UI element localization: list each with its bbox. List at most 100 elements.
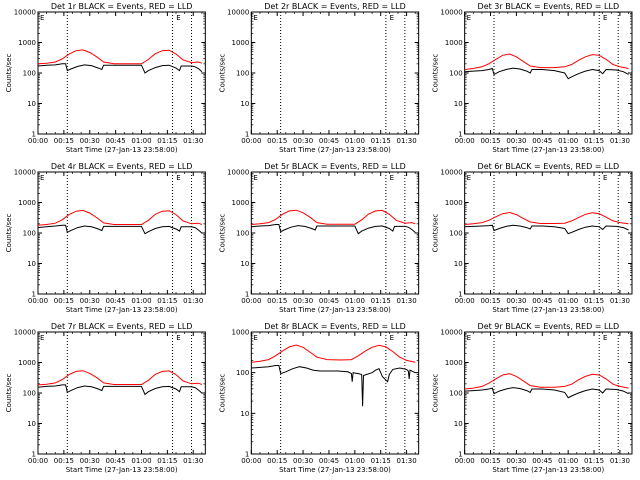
top-label: E: [40, 14, 44, 22]
x-tick-label: 01:15: [157, 297, 177, 305]
series-lld-line: [37, 49, 203, 65]
top-label: E: [176, 334, 180, 342]
y-tick-label: 1: [458, 131, 462, 139]
x-tick-label: 00:00: [455, 457, 475, 465]
y-tick-label: 1000: [18, 39, 36, 47]
x-tick-label: 01:30: [183, 137, 203, 145]
x-tick-label: 00:45: [532, 457, 552, 465]
x-tick-label: 00:00: [28, 137, 48, 145]
x-tick-label: 01:00: [131, 297, 151, 305]
x-tick-label: 00:30: [506, 457, 526, 465]
y-tick-label: 100: [23, 230, 36, 238]
x-tick-label: 01:30: [610, 297, 630, 305]
top-label: E: [467, 14, 471, 22]
x-tick-label: 01:15: [371, 137, 391, 145]
x-axis-label: Start Time (27-Jan-13 23:58:00): [279, 466, 391, 474]
series-lld-line: [37, 209, 203, 226]
y-tick-label: 10000: [440, 169, 462, 177]
chart-panel-8: Det 8r BLACK = Events, RED = LLD 1 10 100 10…: [218, 322, 420, 474]
x-tick-label: 00:15: [480, 297, 500, 305]
top-label: E: [253, 174, 257, 182]
x-tick-label: 01:30: [610, 457, 630, 465]
x-tick-label: 00:15: [267, 297, 287, 305]
y-tick-label: 100: [449, 70, 462, 78]
y-tick-label: 10: [240, 100, 249, 108]
chart-panel-1: Det 1r BLACK = Events, RED = LLD 1 10 100 10…: [5, 2, 206, 154]
x-tick-label: 00:30: [506, 137, 526, 145]
top-label: E: [390, 334, 394, 342]
y-tick-label: 1000: [232, 329, 250, 337]
x-tick-label: 00:15: [480, 137, 500, 145]
y-axis-label: Counts/sec: [5, 374, 13, 413]
y-tick-label: 10: [27, 100, 36, 108]
chart-panel-9: Det 9r BLACK = Events, RED = LLD 1 10 100 10…: [432, 322, 633, 474]
chart-panel-7: Det 7r BLACK = Events, RED = LLD 1 10 100 10…: [5, 322, 206, 474]
x-tick-label: 00:00: [241, 137, 261, 145]
y-tick-label: 10000: [227, 9, 249, 17]
top-label: E: [176, 174, 180, 182]
x-tick-label: 01:15: [371, 297, 391, 305]
x-tick-label: 00:45: [106, 457, 126, 465]
y-axis-label: Counts/sec: [218, 214, 226, 253]
x-tick-label: 01:30: [396, 297, 416, 305]
x-tick-label: 00:15: [267, 457, 287, 465]
top-label: E: [603, 334, 607, 342]
y-tick-label: 1000: [445, 199, 463, 207]
y-tick-label: 1: [32, 131, 36, 139]
series-events-line: [251, 224, 416, 235]
plot-frame: [250, 11, 420, 135]
y-tick-label: 100: [236, 369, 249, 377]
y-tick-label: 100: [23, 70, 36, 78]
plot-frame: [37, 11, 206, 135]
x-tick-label: 00:45: [106, 137, 126, 145]
y-tick-label: 1: [245, 451, 249, 459]
y-tick-label: 10000: [440, 9, 462, 17]
x-tick-label: 01:00: [131, 137, 151, 145]
series-lld-line: [464, 373, 629, 390]
y-tick-label: 10: [240, 260, 249, 268]
plot-frame: [37, 331, 206, 455]
top-label: E: [253, 334, 257, 342]
y-tick-label: 1: [458, 451, 462, 459]
top-label: E: [40, 334, 44, 342]
y-tick-label: 1: [245, 291, 249, 299]
x-tick-label: 01:00: [131, 457, 151, 465]
chart-title: Det 1r BLACK = Events, RED = LLD: [51, 2, 193, 11]
x-axis-label: Start Time (27-Jan-13 23:58:00): [66, 146, 178, 154]
x-tick-label: 01:00: [558, 137, 578, 145]
x-tick-label: 00:30: [80, 137, 100, 145]
x-axis-label: Start Time (27-Jan-13 23:58:00): [66, 466, 178, 474]
x-axis-label: Start Time (27-Jan-13 23:58:00): [492, 146, 604, 154]
x-axis-label: Start Time (27-Jan-13 23:58:00): [66, 306, 178, 314]
chart-title: Det 7r BLACK = Events, RED = LLD: [51, 322, 193, 331]
x-tick-label: 01:15: [157, 137, 177, 145]
y-tick-label: 10: [27, 260, 36, 268]
top-label: E: [390, 174, 394, 182]
y-tick-label: 1000: [232, 39, 250, 47]
y-tick-label: 1: [458, 291, 462, 299]
x-axis-label: Start Time (27-Jan-13 23:58:00): [279, 306, 391, 314]
y-tick-label: 10: [454, 260, 463, 268]
x-tick-label: 01:15: [584, 457, 604, 465]
plot-frame: [464, 11, 633, 135]
chart-panel-5: Det 5r BLACK = Events, RED = LLD 1 10 100 10…: [218, 162, 420, 314]
plot-frame: [37, 171, 206, 295]
y-tick-label: 10000: [440, 329, 462, 337]
x-tick-label: 00:15: [54, 297, 74, 305]
y-tick-label: 1000: [445, 359, 463, 367]
y-tick-label: 100: [449, 230, 462, 238]
top-label: E: [467, 174, 471, 182]
series-events-line: [251, 365, 416, 407]
chart-panel-6: Det 6r BLACK = Events, RED = LLD 1 10 100 10…: [432, 162, 633, 314]
chart-title: Det 6r BLACK = Events, RED = LLD: [478, 162, 620, 171]
x-tick-label: 00:00: [28, 297, 48, 305]
y-tick-label: 100: [23, 390, 36, 398]
x-tick-label: 00:30: [293, 297, 313, 305]
x-tick-label: 01:00: [345, 297, 365, 305]
top-label: E: [176, 14, 180, 22]
x-tick-label: 01:15: [157, 457, 177, 465]
y-tick-label: 100: [236, 230, 249, 238]
y-tick-label: 10: [27, 420, 36, 428]
y-axis-label: Counts/sec: [432, 54, 440, 93]
x-tick-label: 00:00: [241, 457, 261, 465]
